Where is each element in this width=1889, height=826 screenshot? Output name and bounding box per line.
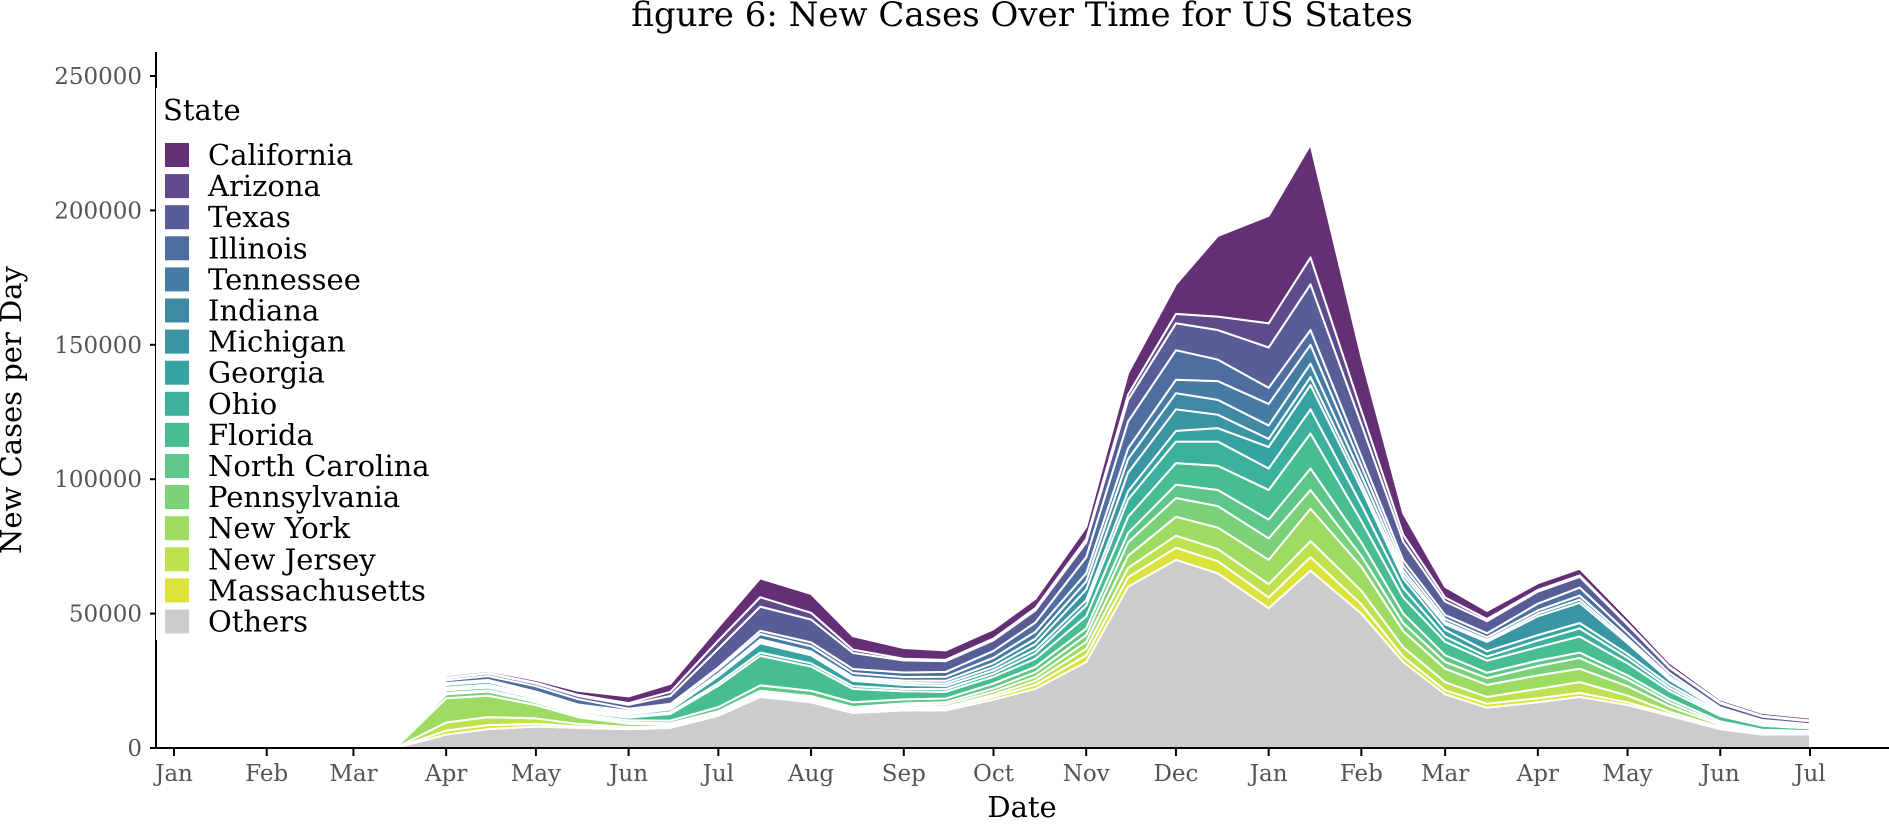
legend-title: State xyxy=(163,93,241,127)
x-tick-label: Apr xyxy=(1516,761,1559,787)
legend-swatch-texas xyxy=(165,205,189,230)
x-axis-title: Date xyxy=(987,790,1056,824)
y-axis-title: New Cases per Day xyxy=(0,265,28,554)
legend-swatch-north-carolina xyxy=(165,454,189,478)
chart-title: figure 6: New Cases Over Time for US Sta… xyxy=(631,0,1413,35)
legend-label-michigan: Michigan xyxy=(208,325,346,359)
x-tick-label: Jun xyxy=(1699,761,1740,787)
x-tick-label: Jan xyxy=(153,761,193,787)
x-tick-label: Feb xyxy=(245,761,288,787)
x-tick-label: Jan xyxy=(1248,761,1288,787)
legend-label-new-york: New York xyxy=(208,511,351,545)
legend-label-illinois: Illinois xyxy=(208,231,308,265)
x-tick-label: May xyxy=(1602,761,1652,787)
y-tick-label: 200000 xyxy=(54,198,142,224)
legend-swatch-new-jersey xyxy=(165,547,189,572)
x-tick-label: Jun xyxy=(607,761,648,787)
area-california xyxy=(173,143,1811,749)
x-tick-label: Sep xyxy=(882,761,926,787)
x-tick-label: Nov xyxy=(1063,761,1110,787)
legend-swatch-tennessee xyxy=(165,267,189,292)
legend-swatch-florida xyxy=(165,422,189,447)
y-axis: 0 50000 100000 150000 200000 250000 xyxy=(54,52,157,762)
x-tick-label: Jul xyxy=(1792,761,1825,787)
x-tick-label: Dec xyxy=(1153,761,1198,787)
y-tick-label: 100000 xyxy=(54,467,142,493)
x-tick-label: Apr xyxy=(424,761,467,787)
legend-label-arizona: Arizona xyxy=(207,169,321,203)
legend-swatch-indiana xyxy=(165,298,189,323)
legend-label-massachusetts: Massachusetts xyxy=(208,573,426,607)
y-tick-label: 150000 xyxy=(54,333,142,359)
legend-label-north-carolina: North Carolina xyxy=(208,449,430,483)
legend-label-tennessee: Tennessee xyxy=(208,262,361,296)
legend-label-florida: Florida xyxy=(208,418,314,452)
y-tick-label: 250000 xyxy=(54,64,142,90)
x-tick-label: Mar xyxy=(1421,761,1469,787)
legend-swatch-georgia xyxy=(165,360,189,385)
x-tick-label: May xyxy=(511,761,561,787)
legend-swatch-new-york xyxy=(165,516,189,541)
y-tick-label: 50000 xyxy=(69,602,142,628)
legend-label-ohio: Ohio xyxy=(208,387,277,421)
x-axis: Jan Feb Mar Apr May Jun Jul Aug Sep Oct Nov Dec Jan F… xyxy=(153,747,1889,787)
stacked-areas xyxy=(173,143,1811,749)
y-tick-label: 0 xyxy=(127,736,142,762)
x-tick-label: Feb xyxy=(1340,761,1383,787)
x-tick-label: Oct xyxy=(973,761,1015,787)
legend-background xyxy=(156,88,468,640)
legend-swatch-ohio xyxy=(165,391,189,416)
x-tick-label: Aug xyxy=(787,761,834,787)
legend-swatch-pennsylvania xyxy=(165,485,189,510)
legend-label-others: Others xyxy=(208,605,308,639)
x-tick-label: Mar xyxy=(329,761,377,787)
legend-label-california: California xyxy=(208,138,353,172)
legend-label-pennsylvania: Pennsylvania xyxy=(208,480,400,514)
legend-label-indiana: Indiana xyxy=(208,294,319,328)
legend-swatch-michigan xyxy=(165,329,189,354)
legend-swatch-arizona xyxy=(165,174,189,199)
legend-swatch-others xyxy=(165,609,189,634)
legend-swatch-massachusetts xyxy=(165,578,189,603)
legend: CaliforniaArizonaTexasIllinoisTennesseeI… xyxy=(165,138,430,639)
legend-swatch-california xyxy=(165,143,189,167)
legend-swatch-illinois xyxy=(165,236,189,261)
legend-label-texas: Texas xyxy=(208,200,291,234)
x-tick-label: Jul xyxy=(701,761,734,787)
legend-label-georgia: Georgia xyxy=(208,356,325,390)
legend-label-new-jersey: New Jersey xyxy=(208,542,376,576)
